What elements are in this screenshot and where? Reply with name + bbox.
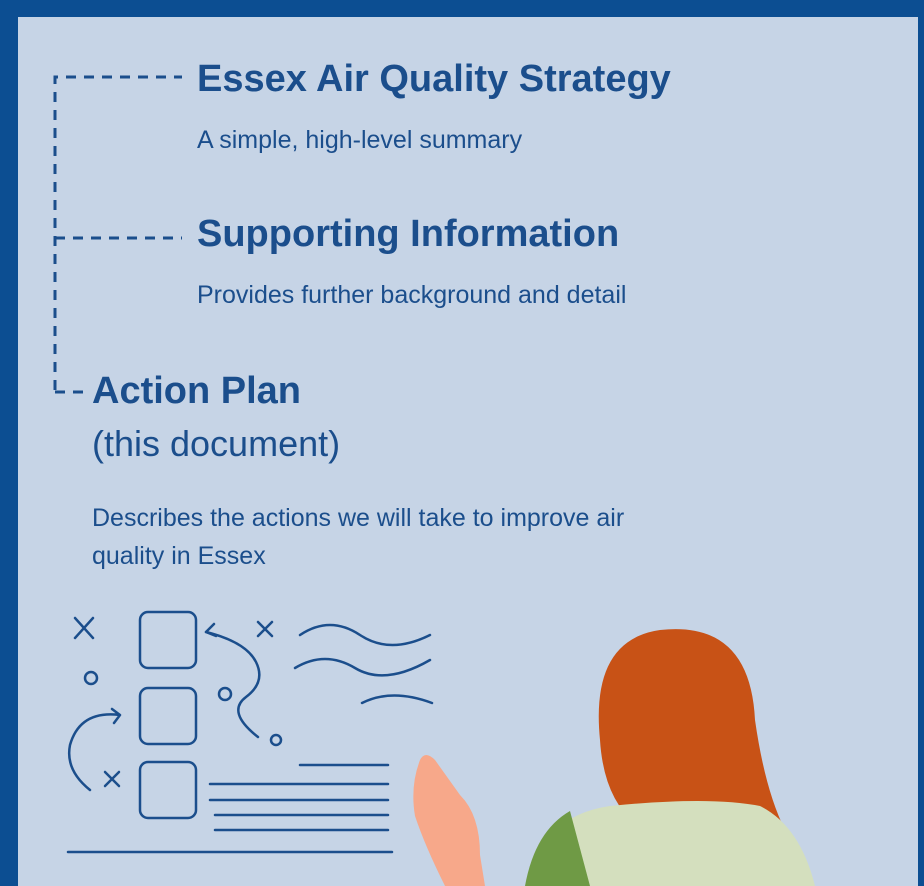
connector — [55, 77, 182, 392]
item-description: Describes the actions we will take to im… — [92, 499, 652, 575]
item-title: Essex Air Quality Strategy — [197, 58, 671, 101]
sketch — [68, 612, 432, 852]
person — [413, 629, 815, 886]
item-title: Supporting Information — [197, 213, 619, 256]
page: Essex Air Quality Strategy A simple, hig… — [0, 0, 924, 886]
item-description: A simple, high-level summary — [197, 126, 522, 155]
item-title: Action Plan — [92, 370, 301, 413]
item-subtitle: (this document) — [92, 423, 340, 465]
item-description: Provides further background and detail — [197, 281, 626, 310]
